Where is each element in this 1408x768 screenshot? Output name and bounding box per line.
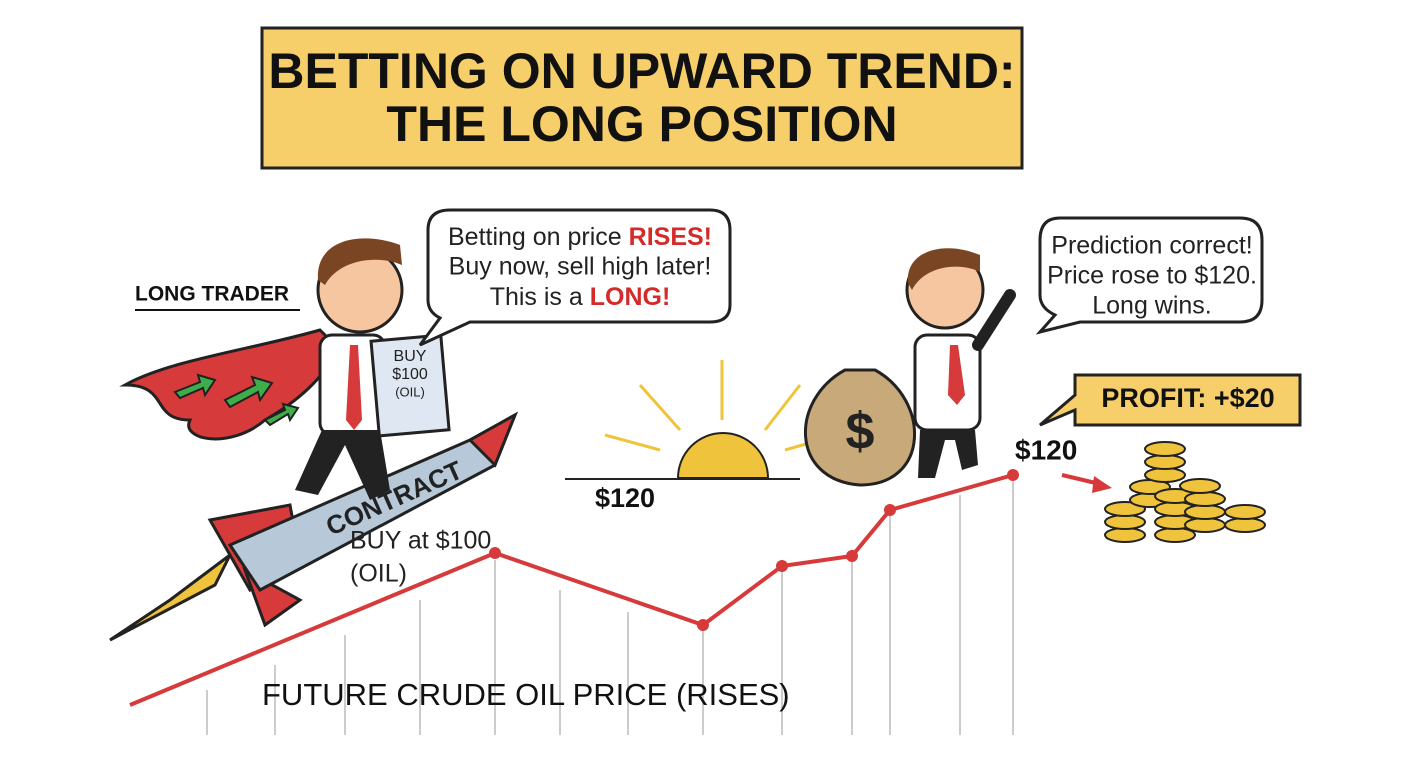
speech-bubble <box>418 208 732 347</box>
bubble-text: Prediction correct! <box>1051 232 1252 260</box>
winner-body <box>913 333 982 432</box>
paper <box>369 333 451 438</box>
buy-label: (OIL) <box>350 560 407 588</box>
profit-label: PROFIT: +$20 <box>1101 383 1274 413</box>
cape-arrows <box>173 373 300 427</box>
dollar-icon: $ <box>846 403 875 461</box>
bubble-text: Buy now, sell high later! <box>449 253 712 281</box>
trader-label: LONG TRADER <box>135 283 289 306</box>
tie <box>948 345 965 405</box>
trader-hair <box>317 238 402 285</box>
paper-text: $100 <box>392 366 428 383</box>
coins <box>1104 441 1266 543</box>
buy-label: BUY at $100 <box>350 527 491 555</box>
title-line: THE LONG POSITION <box>386 96 897 152</box>
profit-box <box>1039 373 1302 427</box>
rocket <box>109 411 518 642</box>
winner-hair <box>907 248 980 290</box>
bubble-text: Betting on price RISES! <box>448 223 712 251</box>
bubble-text: Long wins. <box>1092 292 1212 320</box>
title-line: BETTING ON UPWARD TREND: <box>268 43 1015 99</box>
cape <box>119 328 342 441</box>
chart-caption: FUTURE CRUDE OIL PRICE (RISES) <box>262 677 790 712</box>
end-price: $120 <box>1015 434 1077 465</box>
horizon-price: $120 <box>595 483 655 513</box>
paper-text: BUY <box>394 348 427 365</box>
money-bag <box>803 368 917 487</box>
tie <box>346 345 362 430</box>
winner-arm <box>972 289 1016 351</box>
arrow-head <box>1092 476 1112 493</box>
trader-legs <box>295 430 390 500</box>
sun <box>676 432 770 479</box>
bubble-text: This is a LONG! <box>490 283 671 311</box>
price-points <box>489 469 1019 631</box>
guide-lines <box>206 480 1014 735</box>
title-box <box>260 26 1024 170</box>
winner-legs <box>918 430 978 478</box>
bubble-text: Price rose to $120. <box>1047 262 1257 290</box>
paper-text: (OIL) <box>395 384 425 399</box>
speech-bubble <box>1035 216 1264 335</box>
